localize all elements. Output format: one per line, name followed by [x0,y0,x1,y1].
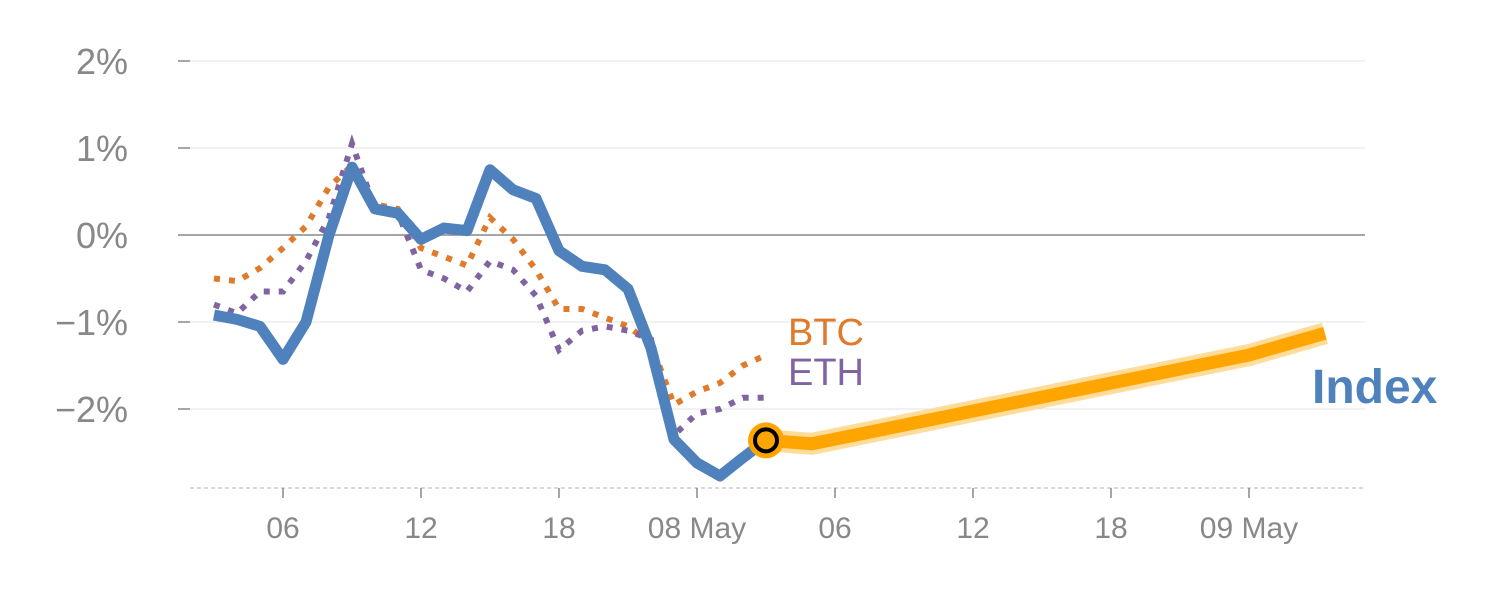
y-tick-label: −2% [55,389,128,430]
x-tick-label: 12 [956,512,989,545]
series-lines [212,134,1328,482]
y-tick-label: 1% [76,128,128,169]
x-tick-label: 09 May [1200,512,1298,545]
x-tick-label: 18 [1094,512,1127,545]
y-axis: 2% 1% 0% −1% −2% [55,41,190,430]
y-tick-label: 0% [76,215,128,256]
series-line-forecast [765,327,1327,451]
x-axis: 06 12 18 08 May 06 12 18 09 May [266,488,1298,545]
x-tick-label: 08 May [648,512,746,545]
x-tick-label: 18 [542,512,575,545]
series-label-index: Index [1312,361,1438,414]
y-tick-label: 2% [76,41,128,82]
gridlines [190,60,1365,489]
series-label-btc: BTC [788,312,864,354]
x-tick-label: 06 [818,512,851,545]
series-line-btc [213,160,768,409]
x-tick-label: 12 [404,512,437,545]
series-label-eth: ETH [788,352,864,394]
current-point-marker [753,427,779,454]
x-tick-label: 06 [266,512,299,545]
series-line-index [212,161,770,482]
series-line-eth [212,134,766,441]
y-tick-label: −1% [55,302,128,343]
